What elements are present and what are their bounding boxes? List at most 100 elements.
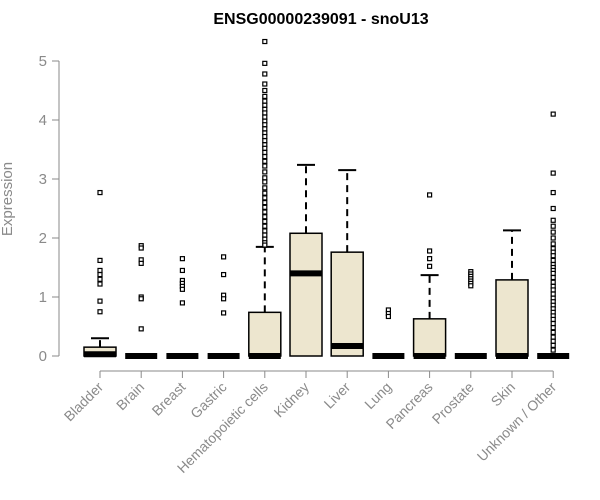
outlier-point <box>427 248 433 254</box>
y-tick-label: 2 <box>39 230 47 247</box>
outlier-point <box>262 232 268 238</box>
box-breast <box>166 256 199 359</box>
outlier-point <box>550 205 556 212</box>
outlier-point <box>550 279 556 285</box>
outlier-point <box>262 242 268 248</box>
outlier-point <box>550 347 556 353</box>
x-tick-label: Lung <box>361 379 394 412</box>
outlier-point <box>97 309 103 315</box>
box-rect <box>289 232 323 357</box>
outlier-point <box>468 283 474 289</box>
y-tick-label: 0 <box>39 348 47 365</box>
y-tick-label: 3 <box>39 171 47 188</box>
outlier-point <box>262 114 268 120</box>
outlier-point <box>179 267 185 274</box>
outlier-point <box>221 296 227 302</box>
outlier-point <box>262 200 268 206</box>
outlier-point <box>550 111 556 117</box>
outlier-point <box>427 263 433 269</box>
box-rect <box>330 251 364 357</box>
box-bladder <box>83 189 117 358</box>
outlier-point <box>262 214 268 220</box>
outlier-point <box>97 271 103 278</box>
box-series <box>83 38 570 359</box>
outlier-point <box>221 271 227 278</box>
outlier-point <box>262 71 268 77</box>
outlier-point <box>550 235 556 241</box>
outlier-point <box>262 149 268 156</box>
outlier-point <box>550 229 556 235</box>
x-tick-label: Skin <box>488 379 519 410</box>
y-axis-label: Expression <box>0 162 16 236</box>
outlier-point <box>550 320 556 327</box>
outlier-point <box>550 241 556 247</box>
outlier-point <box>97 267 103 274</box>
outlier-point <box>262 145 268 151</box>
y-tick-label: 5 <box>39 53 47 70</box>
box-rect <box>412 318 447 357</box>
outlier-point <box>262 175 268 181</box>
y-tick-label: 4 <box>39 112 47 129</box>
outlier-point <box>97 276 103 282</box>
box-rect <box>248 311 282 357</box>
outlier-point <box>262 228 268 234</box>
outlier-point <box>262 93 268 100</box>
box-lung <box>372 307 405 359</box>
outlier-point <box>179 286 185 292</box>
outlier-point <box>550 325 556 331</box>
outlier-point <box>262 204 268 210</box>
outlier-point <box>550 291 556 297</box>
x-tick-label: Prostate <box>429 379 477 427</box>
outlier-point <box>550 257 556 264</box>
outlier-point <box>97 189 103 196</box>
outlier-point <box>550 316 556 323</box>
outlier-point <box>262 209 268 215</box>
outlier-point <box>550 334 556 340</box>
outlier-point <box>262 179 268 185</box>
outlier-point <box>138 326 144 332</box>
outlier-point <box>262 195 268 201</box>
outlier-point <box>262 163 268 169</box>
outlier-point <box>262 102 268 108</box>
outlier-point <box>262 185 268 191</box>
x-tick-label: Breast <box>149 379 189 419</box>
chart-title: ENSG00000239091 - snoU13 <box>213 11 428 28</box>
outlier-point <box>97 298 103 304</box>
outlier-point <box>262 98 268 104</box>
outlier-point <box>262 223 268 229</box>
outlier-point <box>550 338 556 344</box>
outlier-point <box>262 169 268 175</box>
outlier-point <box>550 274 556 281</box>
outlier-point <box>97 281 103 287</box>
outlier-point <box>262 138 268 144</box>
outlier-point <box>550 170 556 176</box>
outlier-point <box>262 38 268 45</box>
outlier-point <box>179 300 185 306</box>
x-tick-label: Kidney <box>271 379 313 421</box>
x-tick-label: Liver <box>321 379 354 412</box>
outlier-point <box>221 254 227 260</box>
outlier-point <box>262 218 268 225</box>
outlier-point <box>262 87 268 94</box>
outlier-point <box>262 153 268 160</box>
box-kidney <box>289 163 323 357</box>
outlier-point <box>262 126 268 132</box>
outlier-point <box>550 223 556 229</box>
outlier-point <box>262 60 268 66</box>
outlier-point <box>550 287 556 293</box>
outlier-point <box>550 329 556 335</box>
box-hematopoietic-cells <box>248 38 282 359</box>
outlier-point <box>550 217 556 223</box>
box-brain <box>125 243 158 359</box>
box-pancreas <box>412 192 447 359</box>
outlier-point <box>427 192 433 198</box>
outlier-point <box>550 342 556 348</box>
box-rect <box>495 279 529 357</box>
outlier-point <box>138 245 144 251</box>
box-unknown-other <box>537 111 570 359</box>
outlier-point <box>138 260 144 266</box>
y-axis: 0 1 2 3 4 5 <box>39 53 60 365</box>
x-tick-label: Bladder <box>61 379 107 425</box>
